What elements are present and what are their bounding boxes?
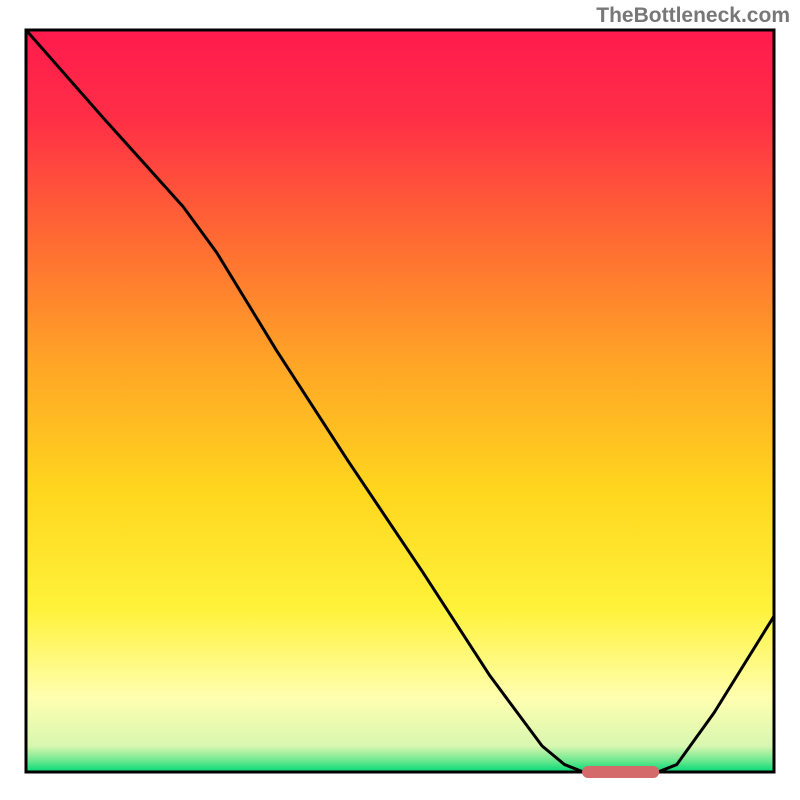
bottleneck-chart: TheBottleneck.com [0, 0, 800, 800]
gradient-background [26, 30, 774, 772]
watermark-text: TheBottleneck.com [596, 4, 790, 28]
optimal-range-marker [582, 766, 659, 778]
chart-svg [0, 0, 800, 800]
